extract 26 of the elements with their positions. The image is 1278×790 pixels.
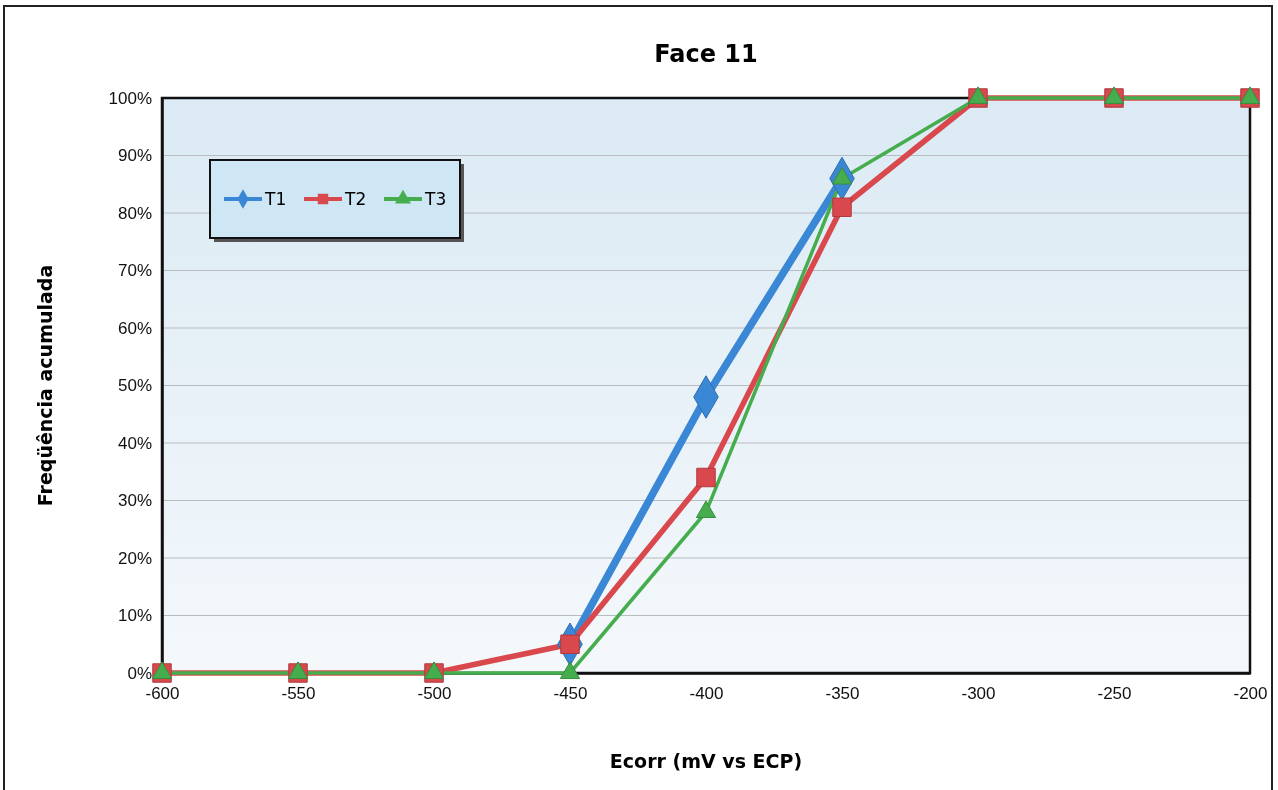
legend-label: T3 <box>424 189 447 209</box>
y-axis-title: Freqüência acumulada <box>34 264 56 507</box>
y-tick-label: 30% <box>117 491 152 511</box>
y-tick-label: 40% <box>117 433 152 453</box>
y-tick-label: 20% <box>117 548 152 568</box>
legend-label: T2 <box>344 189 367 209</box>
x-tick-label: -450 <box>553 684 588 704</box>
legend-label: T1 <box>264 189 287 209</box>
y-tick-label: 70% <box>117 261 152 281</box>
x-axis-title: Ecorr (mV vs ECP) <box>609 750 803 772</box>
x-tick-label: -350 <box>825 684 860 704</box>
x-tick-label: -500 <box>417 684 452 704</box>
x-tick-label: -250 <box>1097 684 1132 704</box>
x-tick-label: -400 <box>689 684 724 704</box>
y-tick-label: 90% <box>117 146 152 166</box>
x-tick-label: -200 <box>1233 684 1268 704</box>
chart-title: Face 11 <box>654 40 758 68</box>
x-tick-label: -300 <box>961 684 996 704</box>
y-tick-label: 80% <box>117 203 152 223</box>
y-tick-label: 0% <box>127 663 152 683</box>
y-tick-label: 100% <box>108 88 152 108</box>
y-tick-label: 60% <box>117 318 152 338</box>
y-tick-label: 10% <box>117 606 152 626</box>
x-tick-label: -550 <box>281 684 316 704</box>
x-tick-label: -600 <box>145 684 180 704</box>
y-tick-label: 50% <box>117 376 152 396</box>
